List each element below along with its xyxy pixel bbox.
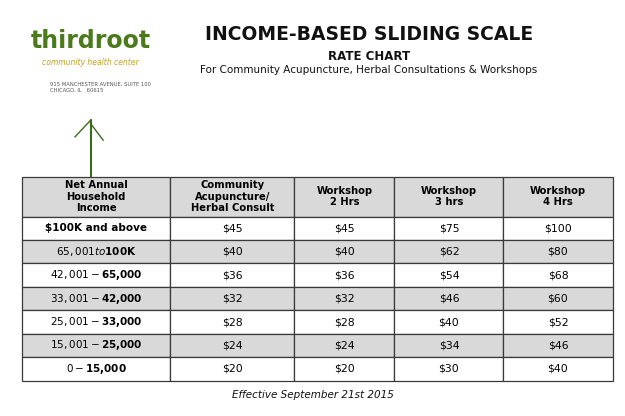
Text: 915 MANCHESTER AVENUE, SUITE 100
CHICAGO, IL   60615: 915 MANCHESTER AVENUE, SUITE 100 CHICAGO… [50,82,151,93]
Text: RATE CHART: RATE CHART [328,50,410,63]
Text: Effective September 21st 2015: Effective September 21st 2015 [231,390,394,400]
Text: thirdroot: thirdroot [31,29,151,53]
Text: community health center: community health center [42,58,139,67]
Text: INCOME-BASED SLIDING SCALE: INCOME-BASED SLIDING SCALE [205,25,532,45]
Text: For Community Acupuncture, Herbal Consultations & Workshops: For Community Acupuncture, Herbal Consul… [200,65,538,75]
